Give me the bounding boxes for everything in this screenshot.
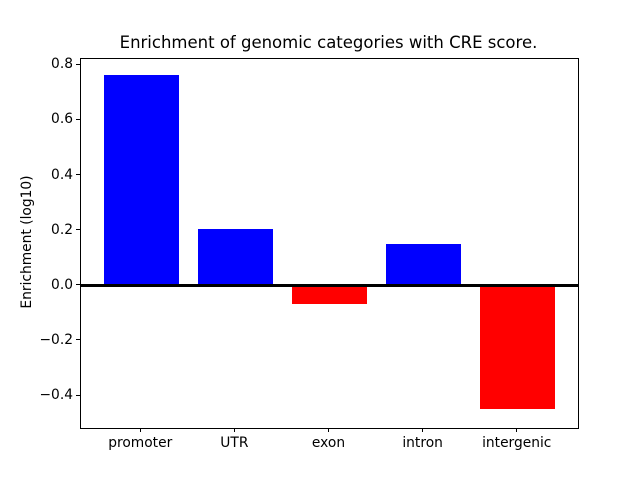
x-tick-mark [516,428,518,432]
y-tick-mark [76,229,80,231]
x-tick-label-intergenic: intergenic [482,435,552,451]
y-tick-mark [76,284,80,286]
bar-exon [291,285,368,304]
x-tick-label-intron: intron [402,435,443,451]
x-tick-label-UTR: UTR [220,435,249,451]
bar-intron [385,243,462,286]
y-tick-label: 0.8 [51,56,73,73]
x-tick-label-exon: exon [311,435,346,451]
y-tick-mark [76,174,80,176]
y-tick-label: 0.2 [51,221,73,238]
y-tick-mark [76,118,80,120]
plot-area [80,58,579,429]
chart-title: Enrichment of genomic categories with CR… [119,33,538,52]
x-tick-mark [139,428,141,432]
x-tick-mark [233,428,235,432]
bar-UTR [197,229,274,286]
bar-intergenic [480,285,556,409]
zero-line [81,284,578,288]
y-tick-label: 0.0 [51,276,73,293]
y-tick-label: 0.4 [51,166,73,183]
x-tick-label-promoter: promoter [108,435,173,451]
x-tick-mark [328,428,329,432]
y-tick-mark [76,394,80,396]
x-tick-mark [422,428,424,432]
bar-promoter [103,74,179,286]
y-tick-label: 0.6 [51,111,73,128]
y-tick-mark [76,63,80,65]
y-tick-label: −0.4 [39,387,73,404]
y-tick-mark [76,339,80,341]
y-tick-label: −0.2 [39,331,73,348]
